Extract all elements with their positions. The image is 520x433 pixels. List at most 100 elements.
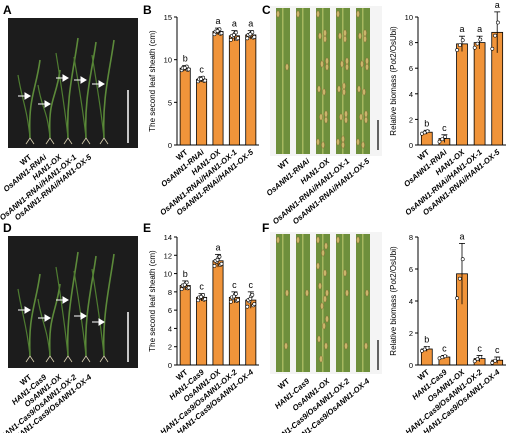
leaf-photo-f: [270, 232, 382, 374]
lesion: [322, 88, 326, 96]
y-tick-label: 6: [168, 306, 172, 315]
data-point: [475, 41, 480, 46]
lesion: [364, 110, 368, 118]
data-point: [215, 257, 220, 262]
data-point: [231, 33, 236, 37]
panel-letter-c: C: [262, 3, 271, 17]
data-point: [490, 46, 495, 51]
data-point: [425, 345, 430, 350]
panel-letter-b: B: [143, 3, 152, 17]
data-point: [495, 356, 500, 361]
data-point: [235, 298, 240, 302]
lesion: [336, 236, 340, 244]
lesion: [356, 138, 360, 146]
arrow-icon: [38, 314, 51, 322]
lesion: [364, 342, 368, 350]
significance-letter: a: [459, 24, 464, 34]
y-tick-label: 0: [409, 361, 413, 370]
lesion: [345, 289, 349, 297]
lesion: [341, 135, 345, 143]
panel-letter-d: D: [3, 221, 12, 235]
y-tick-label: 2: [168, 343, 172, 352]
lesion: [344, 342, 348, 350]
bar: [245, 34, 257, 146]
significance-letter: b: [183, 269, 188, 279]
leaf-photo-c: [270, 6, 382, 156]
significance-letter: c: [249, 280, 254, 290]
leaf: [356, 234, 370, 372]
data-point: [495, 20, 500, 25]
lesion: [324, 342, 328, 350]
data-point: [419, 349, 424, 353]
panel-letter-e: E: [143, 221, 151, 235]
lesion: [357, 85, 361, 93]
data-point: [212, 263, 217, 268]
y-tick-label: 15: [164, 13, 172, 22]
arrow-icon: [56, 296, 69, 304]
lesion: [276, 10, 280, 18]
lesion: [342, 82, 346, 90]
seedling-photo-a: [8, 18, 138, 148]
significance-letter: a: [215, 16, 220, 26]
lesion: [325, 315, 329, 323]
lesion: [316, 262, 320, 270]
lesion: [324, 110, 328, 118]
arrow-icon: [74, 76, 87, 84]
panel-letter-f: F: [262, 221, 269, 235]
leaf: [336, 8, 350, 154]
lesion: [319, 355, 323, 363]
lesion: [345, 63, 349, 71]
arrow-icon: [92, 80, 105, 88]
data-point: [252, 35, 257, 39]
data-point: [443, 354, 448, 359]
data-point: [248, 32, 253, 37]
sample-labels-c: WTOsANN1-RNAiHAN1-OXOsANN1-RNAi/HAN1-OX-…: [265, 156, 372, 226]
lesion: [317, 85, 321, 93]
data-point: [443, 134, 448, 139]
lesion: [325, 57, 329, 65]
arrow-icon: [74, 312, 87, 320]
lesion: [305, 289, 309, 297]
y-tick-label: 5: [168, 98, 172, 107]
data-point: [472, 359, 477, 364]
lesion: [363, 29, 367, 37]
significance-letter: a: [248, 19, 253, 29]
data-point: [199, 76, 204, 81]
arrow-icon: [18, 306, 31, 314]
significance-letter: a: [232, 19, 237, 29]
data-point: [490, 360, 495, 365]
leaf: [296, 8, 310, 154]
lesion: [336, 138, 340, 146]
significance-letter: c: [477, 343, 482, 353]
data-point: [231, 294, 236, 299]
lesion: [339, 113, 343, 121]
lesion: [337, 85, 341, 93]
lesion: [276, 236, 280, 244]
lesion: [344, 110, 348, 118]
seedling: [73, 41, 97, 145]
leaf: [296, 234, 310, 372]
data-point: [179, 287, 184, 292]
bar: [196, 78, 208, 146]
data-point: [425, 129, 430, 134]
lesion: [319, 113, 323, 121]
significance-letter: a: [477, 24, 482, 34]
seedling-photo-d: [8, 236, 138, 368]
lesion: [362, 88, 366, 96]
panel-letter-a: A: [3, 3, 12, 17]
lesion: [345, 57, 349, 65]
data-point: [217, 254, 222, 259]
data-point: [228, 299, 233, 304]
y-tick-label: 4: [168, 324, 172, 333]
data-point: [215, 29, 220, 33]
lesion: [343, 35, 347, 43]
y-tick-label: 6: [409, 265, 413, 274]
data-point: [199, 294, 204, 299]
lesion: [342, 88, 346, 96]
data-point: [252, 302, 257, 306]
y-tick-label: 2: [409, 329, 413, 338]
significance-letter: a: [215, 242, 220, 252]
